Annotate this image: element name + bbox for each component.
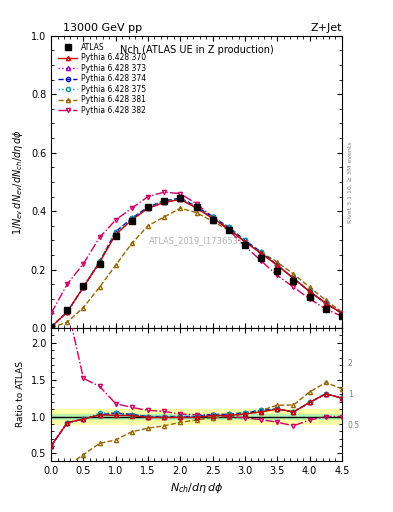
Bar [51,420,342,424]
Y-axis label: $1/N_{ev}\,dN_{ev}/dN_{ch}/d\eta\,d\phi$: $1/N_{ev}\,dN_{ev}/dN_{ch}/d\eta\,d\phi$ [11,129,25,234]
Text: Z+Jet: Z+Jet [310,23,342,33]
X-axis label: $N_{ch}/d\eta\,d\phi$: $N_{ch}/d\eta\,d\phi$ [170,481,223,495]
Text: Nch (ATLAS UE in Z production): Nch (ATLAS UE in Z production) [119,45,274,55]
Bar [51,409,342,413]
Y-axis label: Ratio to ATLAS: Ratio to ATLAS [16,361,25,428]
Text: 13000 GeV pp: 13000 GeV pp [63,23,142,33]
Legend: ATLAS, Pythia 6.428 370, Pythia 6.428 373, Pythia 6.428 374, Pythia 6.428 375, P: ATLAS, Pythia 6.428 370, Pythia 6.428 37… [55,39,149,118]
Text: ATLAS_2019_I1736531: ATLAS_2019_I1736531 [149,236,244,245]
Text: 2


1


0.5: 2 1 0.5 [348,359,360,430]
Bar [51,413,342,420]
Text: Rivet 3.1.10, ≥ 3M events: Rivet 3.1.10, ≥ 3M events [348,141,353,223]
